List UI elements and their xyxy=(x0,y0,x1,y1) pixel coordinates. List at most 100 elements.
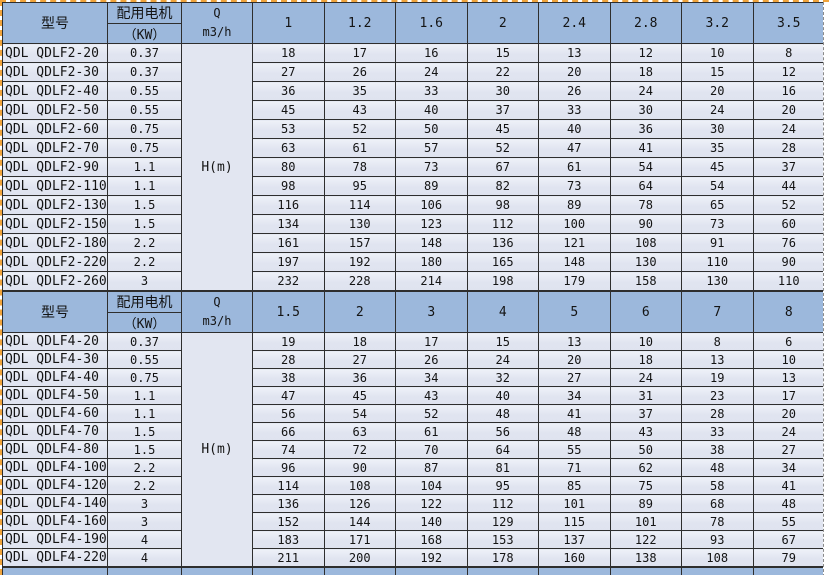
flow-rate-header[interactable] xyxy=(466,567,539,575)
head-value-cell[interactable]: 64 xyxy=(466,440,539,459)
flow-q-header[interactable] xyxy=(181,567,253,575)
head-value-cell[interactable]: 96 xyxy=(252,458,325,477)
head-value-cell[interactable]: 76 xyxy=(752,233,825,253)
flow-rate-header[interactable]: 3.2 xyxy=(681,2,754,44)
head-value-cell[interactable]: 52 xyxy=(752,195,825,215)
motor-kw-cell[interactable]: 1.1 xyxy=(107,176,182,196)
head-value-cell[interactable]: 18 xyxy=(609,350,682,369)
head-value-cell[interactable]: 74 xyxy=(252,440,325,459)
flow-rate-header[interactable]: 1 xyxy=(252,2,325,44)
head-value-cell[interactable]: 75 xyxy=(609,476,682,495)
head-value-cell[interactable]: 153 xyxy=(466,530,539,549)
motor-kw-unit-header[interactable]: （KW） xyxy=(107,23,182,44)
head-value-cell[interactable]: 179 xyxy=(538,271,611,291)
head-value-cell[interactable]: 6 xyxy=(752,332,825,351)
head-value-cell[interactable]: 22 xyxy=(466,62,539,82)
head-value-cell[interactable]: 15 xyxy=(681,62,754,82)
head-value-cell[interactable]: 26 xyxy=(395,350,468,369)
head-value-cell[interactable]: 18 xyxy=(609,62,682,82)
head-value-cell[interactable]: 13 xyxy=(681,350,754,369)
head-value-cell[interactable]: 18 xyxy=(323,332,396,351)
model-cell[interactable]: QDL QDLF4-70 xyxy=(2,422,108,441)
head-value-cell[interactable]: 180 xyxy=(395,252,468,272)
head-value-cell[interactable]: 20 xyxy=(681,81,754,101)
head-value-cell[interactable]: 214 xyxy=(395,271,468,291)
model-column-header[interactable] xyxy=(2,567,108,575)
motor-kw-cell[interactable]: 0.75 xyxy=(107,368,182,387)
model-column-header[interactable]: 型号 xyxy=(2,291,108,333)
flow-rate-header[interactable] xyxy=(252,567,325,575)
flow-rate-header[interactable]: 2 xyxy=(466,2,539,44)
head-value-cell[interactable]: 33 xyxy=(395,81,468,101)
head-value-cell[interactable]: 54 xyxy=(323,404,396,423)
head-value-cell[interactable]: 130 xyxy=(609,252,682,272)
head-value-cell[interactable]: 78 xyxy=(681,512,754,531)
head-value-cell[interactable]: 61 xyxy=(538,157,611,177)
head-value-cell[interactable]: 200 xyxy=(323,548,396,567)
head-value-cell[interactable]: 41 xyxy=(752,476,825,495)
head-value-cell[interactable]: 108 xyxy=(681,548,754,567)
head-value-cell[interactable]: 24 xyxy=(681,100,754,120)
head-value-cell[interactable]: 40 xyxy=(466,386,539,405)
motor-kw-cell[interactable]: 3 xyxy=(107,494,182,513)
motor-kw-cell[interactable]: 0.55 xyxy=(107,81,182,101)
head-value-cell[interactable]: 104 xyxy=(395,476,468,495)
head-value-cell[interactable]: 55 xyxy=(538,440,611,459)
head-value-cell[interactable]: 47 xyxy=(252,386,325,405)
head-value-cell[interactable]: 62 xyxy=(609,458,682,477)
motor-kw-cell[interactable]: 4 xyxy=(107,548,182,567)
flow-rate-header[interactable]: 3.5 xyxy=(752,2,825,44)
head-value-cell[interactable]: 192 xyxy=(395,548,468,567)
motor-kw-cell[interactable]: 1.5 xyxy=(107,422,182,441)
head-value-cell[interactable]: 52 xyxy=(395,404,468,423)
flow-rate-header[interactable] xyxy=(752,567,825,575)
head-value-cell[interactable]: 64 xyxy=(609,176,682,196)
head-value-cell[interactable]: 61 xyxy=(395,422,468,441)
model-cell[interactable]: QDL QDLF4-100 xyxy=(2,458,108,477)
motor-kw-cell[interactable]: 0.55 xyxy=(107,350,182,369)
head-value-cell[interactable]: 36 xyxy=(252,81,325,101)
head-value-cell[interactable]: 56 xyxy=(466,422,539,441)
head-value-cell[interactable]: 28 xyxy=(681,404,754,423)
motor-kw-cell[interactable]: 1.1 xyxy=(107,157,182,177)
head-value-cell[interactable]: 66 xyxy=(252,422,325,441)
head-value-cell[interactable]: 144 xyxy=(323,512,396,531)
head-value-cell[interactable]: 232 xyxy=(252,271,325,291)
head-value-cell[interactable]: 48 xyxy=(681,458,754,477)
head-value-cell[interactable]: 98 xyxy=(252,176,325,196)
head-value-cell[interactable]: 73 xyxy=(538,176,611,196)
head-value-cell[interactable]: 43 xyxy=(323,100,396,120)
head-value-cell[interactable]: 19 xyxy=(681,368,754,387)
head-value-cell[interactable]: 136 xyxy=(466,233,539,253)
head-value-cell[interactable]: 27 xyxy=(752,440,825,459)
head-value-cell[interactable]: 30 xyxy=(681,119,754,139)
head-value-cell[interactable]: 122 xyxy=(395,494,468,513)
head-value-cell[interactable]: 90 xyxy=(323,458,396,477)
head-value-cell[interactable]: 23 xyxy=(681,386,754,405)
head-value-cell[interactable]: 34 xyxy=(752,458,825,477)
head-value-cell[interactable]: 148 xyxy=(395,233,468,253)
head-value-cell[interactable]: 52 xyxy=(466,138,539,158)
motor-kw-cell[interactable]: 1.1 xyxy=(107,386,182,405)
head-value-cell[interactable]: 90 xyxy=(609,214,682,234)
head-value-cell[interactable]: 33 xyxy=(538,100,611,120)
head-value-cell[interactable]: 63 xyxy=(323,422,396,441)
head-value-cell[interactable]: 38 xyxy=(681,440,754,459)
head-value-cell[interactable]: 24 xyxy=(609,368,682,387)
head-value-cell[interactable]: 20 xyxy=(752,404,825,423)
head-value-cell[interactable]: 165 xyxy=(466,252,539,272)
head-value-cell[interactable]: 61 xyxy=(323,138,396,158)
model-cell[interactable]: QDL QDLF2-130 xyxy=(2,195,108,215)
head-value-cell[interactable]: 130 xyxy=(323,214,396,234)
model-cell[interactable]: QDL QDLF2-30 xyxy=(2,62,108,82)
head-value-cell[interactable]: 37 xyxy=(466,100,539,120)
head-value-cell[interactable]: 35 xyxy=(323,81,396,101)
motor-kw-cell[interactable]: 4 xyxy=(107,530,182,549)
head-value-cell[interactable]: 54 xyxy=(609,157,682,177)
flow-rate-header[interactable]: 3 xyxy=(395,291,468,333)
head-value-cell[interactable]: 41 xyxy=(538,404,611,423)
head-value-cell[interactable]: 17 xyxy=(395,332,468,351)
head-value-cell[interactable]: 91 xyxy=(681,233,754,253)
flow-rate-header[interactable]: 2.4 xyxy=(538,2,611,44)
